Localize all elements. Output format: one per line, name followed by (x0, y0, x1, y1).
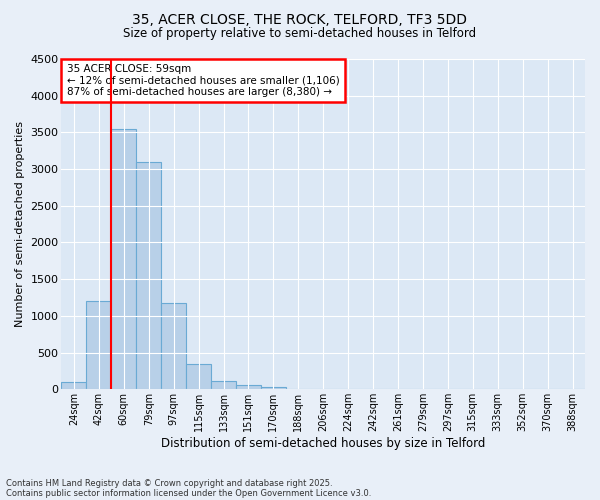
X-axis label: Distribution of semi-detached houses by size in Telford: Distribution of semi-detached houses by … (161, 437, 485, 450)
Text: Size of property relative to semi-detached houses in Telford: Size of property relative to semi-detach… (124, 28, 476, 40)
Bar (211, 381, 236, 390)
Bar (161, 302, 186, 390)
Bar (261, 387, 286, 390)
Text: 35 ACER CLOSE: 59sqm
← 12% of semi-detached houses are smaller (1,106)
87% of se: 35 ACER CLOSE: 59sqm ← 12% of semi-detac… (67, 64, 340, 97)
Bar (86, 301, 112, 390)
Bar (186, 364, 211, 390)
Text: Contains HM Land Registry data © Crown copyright and database right 2025.: Contains HM Land Registry data © Crown c… (6, 478, 332, 488)
Bar (112, 128, 136, 390)
Bar (61, 382, 86, 390)
Text: 35, ACER CLOSE, THE ROCK, TELFORD, TF3 5DD: 35, ACER CLOSE, THE ROCK, TELFORD, TF3 5… (133, 12, 467, 26)
Bar (136, 162, 161, 390)
Y-axis label: Number of semi-detached properties: Number of semi-detached properties (15, 121, 25, 327)
Bar (236, 384, 261, 390)
Text: Contains public sector information licensed under the Open Government Licence v3: Contains public sector information licen… (6, 488, 371, 498)
